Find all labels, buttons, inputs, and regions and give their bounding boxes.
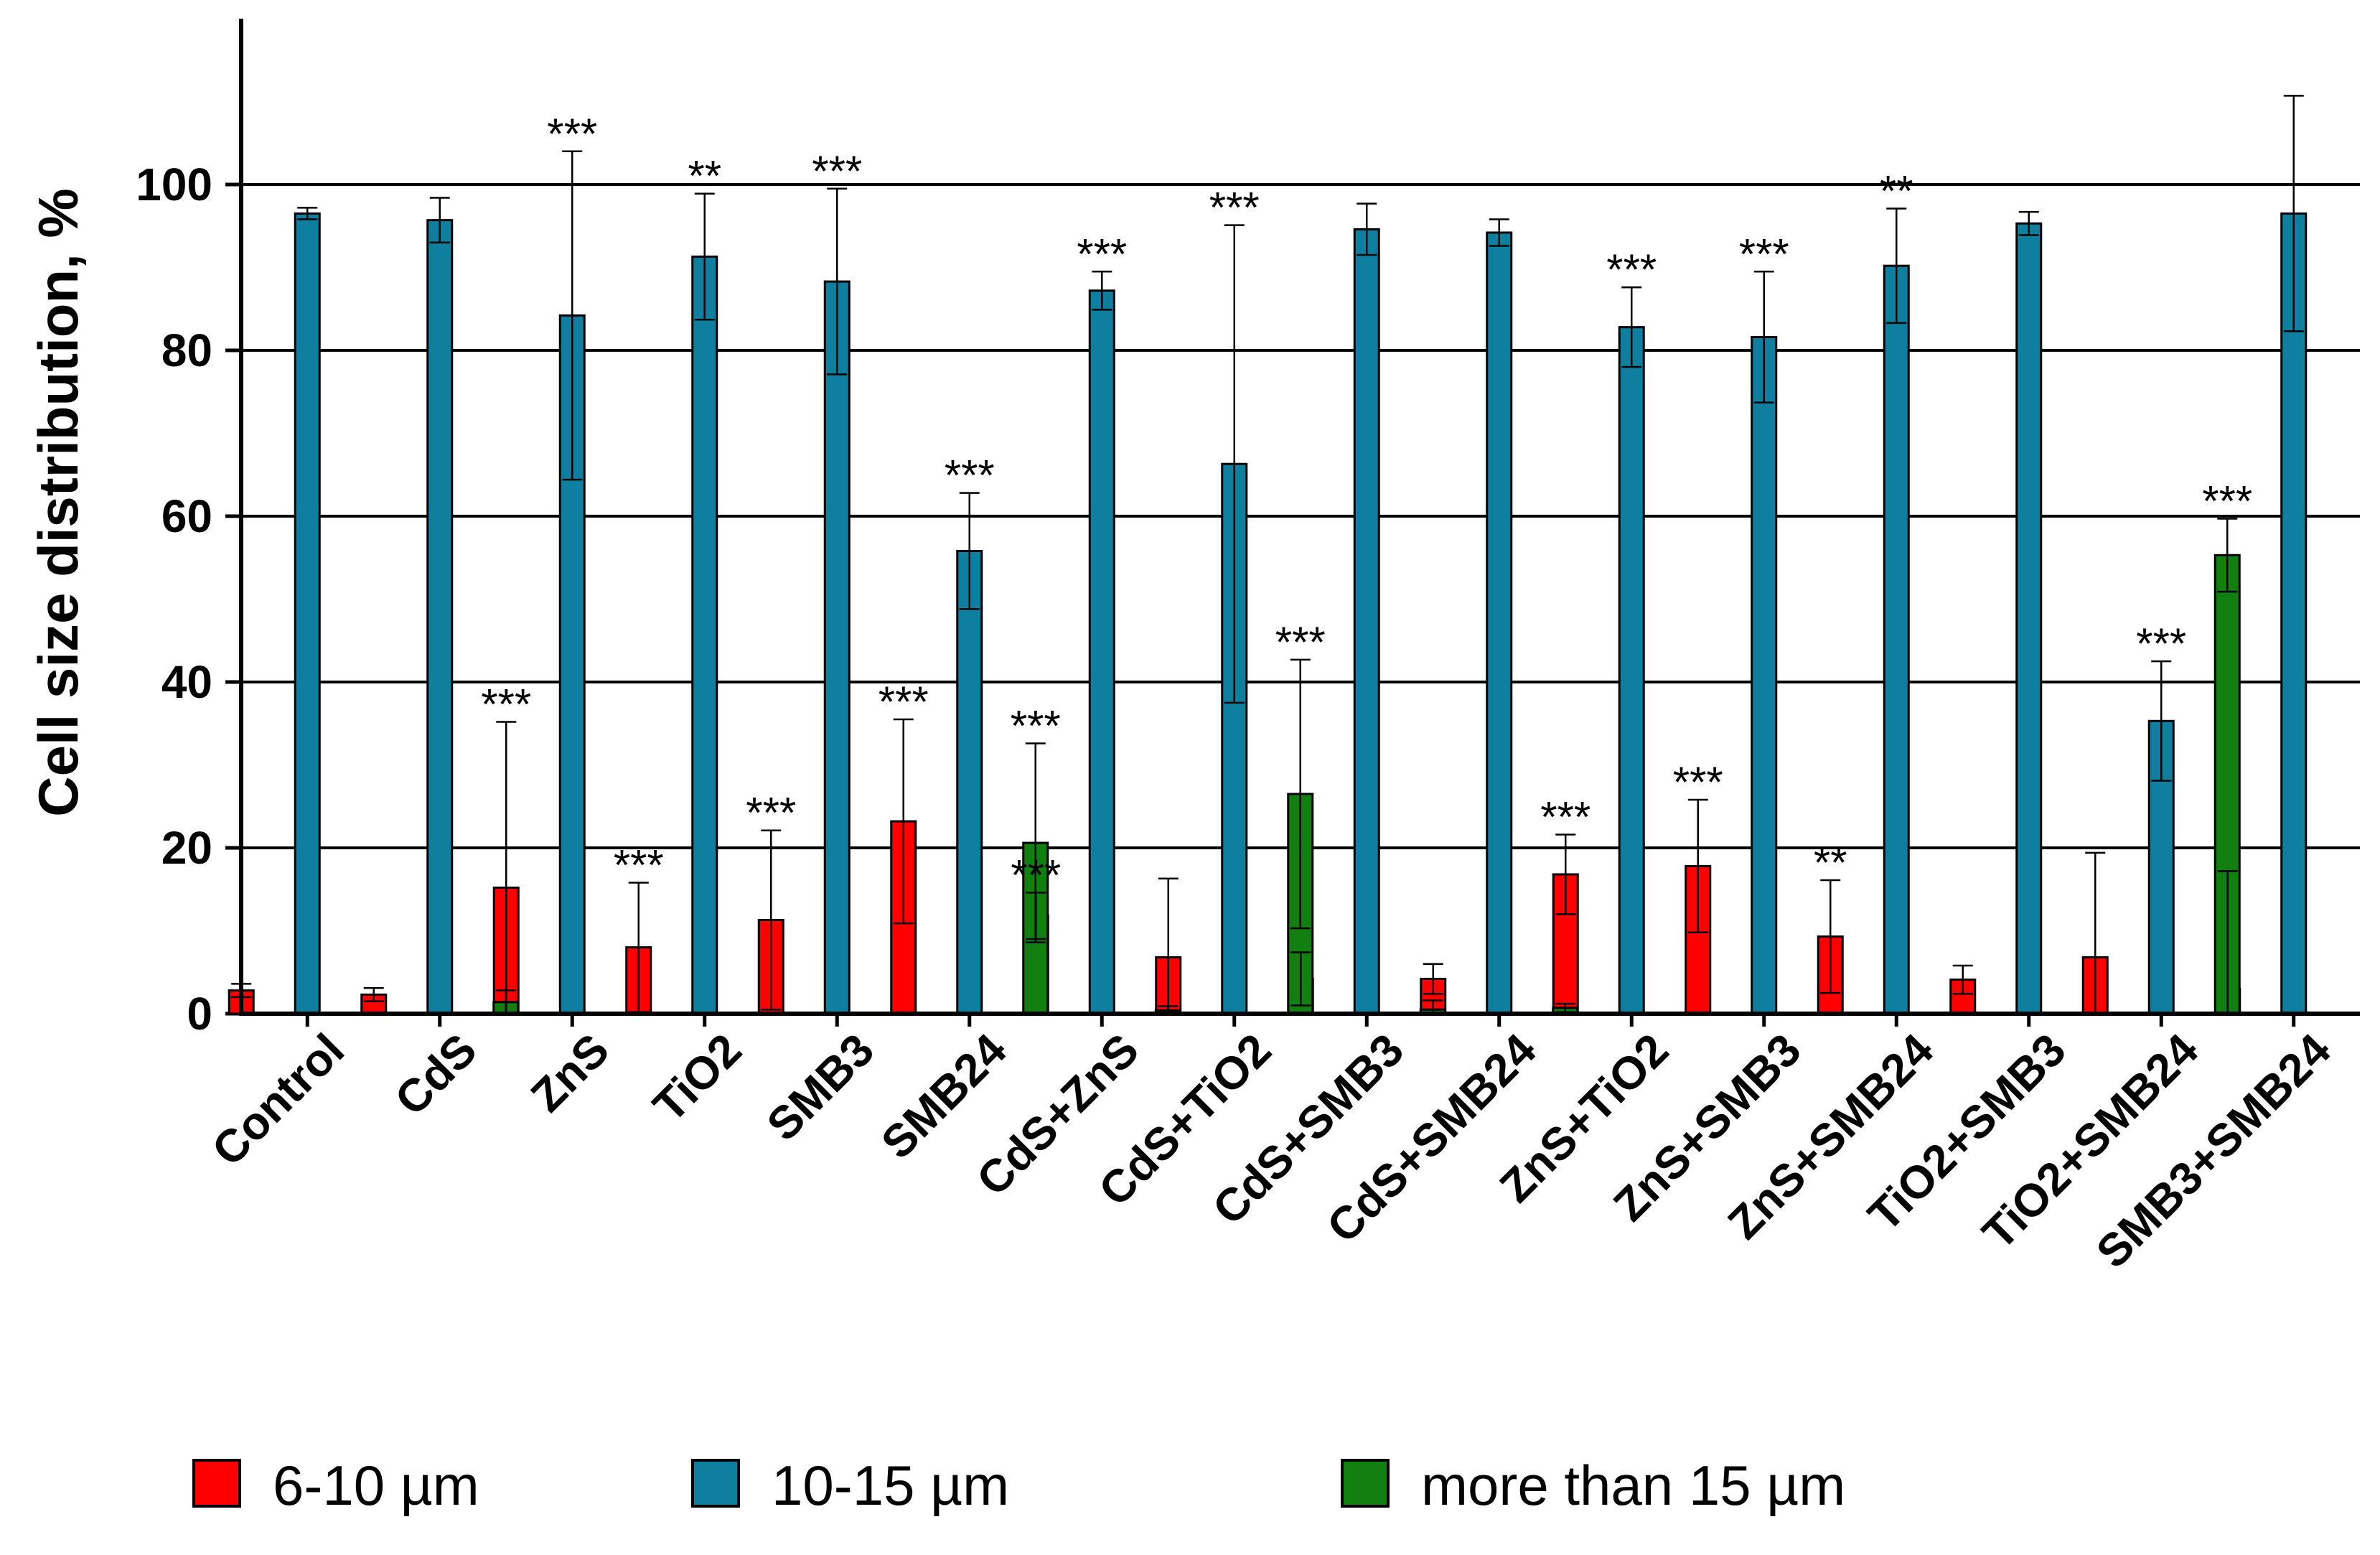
x-tick-label-tio2: TiO2 bbox=[643, 1024, 751, 1132]
legend-swatch-3 bbox=[1341, 1459, 1390, 1508]
significance-cat-zns-smb3-series-2: *** bbox=[1739, 230, 1789, 278]
axes bbox=[239, 19, 2360, 1016]
bar-cat-zns-smb3-series-2 bbox=[1751, 336, 1778, 1015]
y-tick-label-0: 0 bbox=[187, 988, 212, 1040]
significance-cat-zns-smb24-series-2: ** bbox=[1880, 167, 1913, 215]
significance-cat-smb3-series-2: *** bbox=[812, 147, 862, 195]
significance-cat-tio2-smb24-series-2: *** bbox=[2136, 620, 2186, 668]
significance-cat-cds-tio2-series-3: *** bbox=[1275, 618, 1326, 666]
significance-cat-zns-series-2: *** bbox=[547, 110, 597, 158]
significance-cat-smb24-series-2: *** bbox=[945, 452, 995, 500]
y-tick-label-80: 80 bbox=[161, 324, 212, 376]
gridlines bbox=[241, 183, 2360, 849]
significance-cat-tio2-series-2: ** bbox=[688, 152, 721, 200]
significance-cat-smb3-series-1: *** bbox=[746, 789, 796, 837]
bar-cat-cds-series-2 bbox=[426, 219, 454, 1015]
y-tick-label-40: 40 bbox=[161, 656, 212, 708]
significance-cat-cds-tio2-series-2: *** bbox=[1209, 184, 1260, 232]
legend-label-2: 10-15 µm bbox=[772, 1454, 1009, 1517]
y-tick-label-20: 20 bbox=[161, 822, 212, 874]
significance-cat-cds-zns-series-2: *** bbox=[1077, 230, 1127, 278]
significance-labels: **************************** ************… bbox=[481, 110, 2252, 900]
y-axis-title: Cell size distribution, % bbox=[27, 188, 90, 816]
bar-cat-smb24-series-2 bbox=[956, 550, 983, 1015]
bar-cat-cds-smb24-series-2 bbox=[1486, 231, 1513, 1015]
significance-cat-cds-zns-series-1: *** bbox=[1011, 851, 1061, 899]
y-axis-ticks: 0 20 40 60 80 100 bbox=[136, 159, 241, 1040]
x-axis-category-labels: Control CdS ZnS TiO2 SMB3SMB24CdS+ZnSCdS+TiO… bbox=[202, 1014, 2341, 1278]
legend-label-3: more than 15 µm bbox=[1421, 1454, 1845, 1517]
x-tick-label-smb3: SMB3 bbox=[757, 1024, 884, 1151]
significance-cat-smb24-series-1: *** bbox=[879, 678, 929, 726]
legend-swatch-2 bbox=[691, 1459, 740, 1508]
x-tick-label-cds: CdS bbox=[385, 1024, 486, 1125]
bar-cat-tio2-series-2 bbox=[691, 255, 718, 1015]
significance-cat-zns-smb3-series-1: *** bbox=[1673, 758, 1723, 806]
x-tick-label-control: Control bbox=[202, 1024, 354, 1176]
x-tick-label-zns: ZnS bbox=[521, 1024, 619, 1121]
bars bbox=[228, 212, 2308, 1015]
y-tick-label-60: 60 bbox=[161, 490, 212, 542]
significance-cat-zns-tio2-series-2: *** bbox=[1606, 246, 1657, 294]
significance-cat-tio2-smb24-series-3: *** bbox=[2202, 477, 2252, 525]
significance-cat-zns-smb24-series-1: ** bbox=[1814, 839, 1847, 887]
x-tick-label-smb3-smb24: SMB3+SMB24 bbox=[2086, 1024, 2341, 1278]
legend-label-1: 6-10 µm bbox=[273, 1454, 479, 1517]
bar-cat-control-series-2 bbox=[294, 212, 321, 1015]
bar-cat-smb3-smb24-series-2 bbox=[2280, 212, 2308, 1015]
significance-cat-zns-series-1: *** bbox=[481, 680, 531, 728]
significance-cat-tio2-series-1: *** bbox=[614, 841, 664, 889]
error-bars bbox=[231, 95, 2304, 1015]
bar-cat-cds-smb3-series-2 bbox=[1353, 228, 1380, 1015]
significance-cat-zns-tio2-series-1: *** bbox=[1540, 793, 1590, 841]
significance-cat-smb24-series-3: *** bbox=[1011, 701, 1061, 750]
bar-cat-zns-tio2-series-2 bbox=[1618, 326, 1645, 1015]
bar-cat-smb3-series-2 bbox=[823, 280, 851, 1015]
bar-cat-cds-zns-series-2 bbox=[1088, 289, 1115, 1015]
bar-cat-zns-smb24-series-2 bbox=[1883, 264, 1910, 1015]
y-tick-label-100: 100 bbox=[136, 159, 212, 210]
bar-cat-tio2-smb3-series-2 bbox=[2015, 222, 2043, 1015]
legend-swatch-1 bbox=[192, 1459, 241, 1508]
legend: 6-10 µm 10-15 µm more than 15 µm bbox=[192, 1454, 1845, 1517]
